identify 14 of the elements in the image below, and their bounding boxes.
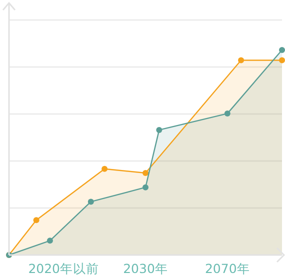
point bbox=[33, 217, 40, 224]
point bbox=[279, 47, 285, 53]
point bbox=[156, 126, 162, 133]
point bbox=[142, 170, 148, 176]
point bbox=[142, 184, 148, 190]
point bbox=[279, 57, 285, 64]
x-tick-label: 2070年 bbox=[204, 261, 250, 276]
point bbox=[102, 166, 108, 172]
x-tick-label: 2030年 bbox=[123, 261, 168, 276]
point bbox=[238, 57, 244, 64]
point bbox=[224, 110, 230, 117]
x-tick-label: 2020年以前 bbox=[28, 261, 100, 276]
point bbox=[88, 198, 94, 205]
point bbox=[46, 238, 53, 244]
